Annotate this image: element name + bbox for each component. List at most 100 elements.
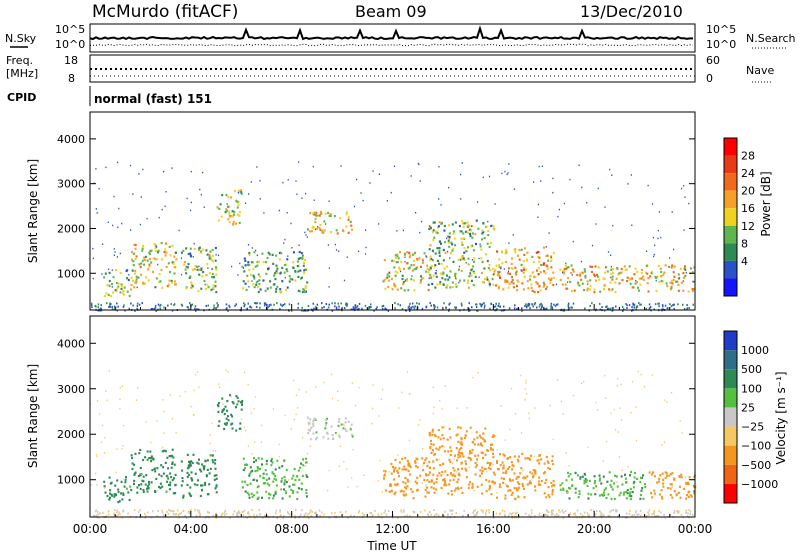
sparse-echo-point <box>193 389 195 392</box>
ground-scatter-point <box>468 302 470 305</box>
echo-point <box>480 248 483 251</box>
echo-point <box>469 235 472 238</box>
echo-point <box>581 475 584 478</box>
sparse-echo-point <box>369 182 371 184</box>
echo-point <box>147 268 150 271</box>
echo-point <box>171 448 174 451</box>
echo-point <box>442 259 445 262</box>
ground-scatter-point <box>633 306 635 309</box>
echo-point <box>250 470 253 474</box>
echo-point <box>165 251 168 254</box>
echo-point <box>516 284 518 287</box>
sparse-echo-point <box>119 398 121 401</box>
echo-point <box>428 269 431 272</box>
sparse-echo-point <box>419 180 421 182</box>
ground-scatter-point <box>607 307 610 310</box>
echo-point <box>198 458 200 461</box>
sparse-echo-point <box>487 220 489 223</box>
echo-point <box>347 218 350 221</box>
echo-point <box>547 277 550 280</box>
echo-point <box>529 274 532 277</box>
echo-point <box>455 278 458 281</box>
echo-point <box>299 257 302 260</box>
echo-point <box>247 261 250 264</box>
echo-point <box>139 448 142 452</box>
echo-point <box>407 480 410 483</box>
echo-point <box>459 279 461 282</box>
ground-scatter-point <box>173 303 176 306</box>
ground-scatter-point <box>196 509 199 512</box>
echo-point <box>536 282 539 285</box>
echo-point <box>241 480 244 483</box>
sparse-echo-point <box>383 470 385 473</box>
echo-point <box>577 281 580 284</box>
echo-point <box>130 276 133 279</box>
echo-point <box>274 474 277 477</box>
echo-point <box>172 456 175 459</box>
echo-point <box>214 459 217 462</box>
echo-point <box>428 227 431 231</box>
echo-point <box>171 462 174 465</box>
echo-point <box>314 211 316 214</box>
echo-point <box>435 481 438 484</box>
echo-point <box>228 210 231 213</box>
echo-point <box>262 279 265 282</box>
sparse-echo-point <box>253 408 255 410</box>
echo-point <box>185 272 188 275</box>
sparse-echo-point <box>351 477 353 479</box>
echo-point <box>299 466 302 469</box>
echo-point <box>241 399 244 403</box>
echo-point <box>518 455 521 458</box>
ground-scatter-point <box>186 306 188 309</box>
ground-scatter-point <box>325 303 328 305</box>
echo-point <box>463 279 466 282</box>
echo-point <box>598 479 601 482</box>
ground-scatter-point <box>664 304 667 307</box>
echo-point <box>130 288 132 291</box>
echo-point <box>481 238 483 241</box>
sparse-echo-point <box>432 412 434 415</box>
sparse-echo-point <box>560 400 562 403</box>
echo-point <box>257 485 260 488</box>
ground-scatter-point <box>479 302 481 305</box>
echo-point <box>440 474 443 477</box>
echo-point <box>279 272 282 275</box>
ground-scatter-point <box>433 304 435 306</box>
sparse-echo-point <box>198 265 200 268</box>
ground-scatter-point <box>159 307 161 310</box>
echo-point <box>658 480 661 483</box>
nsky-tick-low: 10^0 <box>55 38 85 51</box>
echo-point <box>108 279 111 283</box>
echo-point <box>470 451 473 454</box>
echo-point <box>214 280 217 283</box>
echo-point <box>515 273 518 276</box>
echo-point <box>611 275 614 278</box>
ground-scatter-point <box>615 510 617 513</box>
ground-scatter-point <box>370 512 373 514</box>
echo-point <box>164 242 167 245</box>
echo-point <box>231 401 234 404</box>
echo-point <box>275 288 278 291</box>
echo-point <box>140 262 143 265</box>
echo-point <box>664 476 667 480</box>
sparse-echo-point <box>119 408 121 410</box>
ground-scatter-point <box>113 514 115 516</box>
echo-point <box>274 468 277 471</box>
ground-scatter-point <box>409 302 411 305</box>
echo-point <box>115 494 118 497</box>
sparse-echo-point <box>399 270 402 273</box>
ground-scatter-point <box>692 303 694 306</box>
echo-point <box>135 278 138 281</box>
ground-scatter-point <box>97 306 99 309</box>
ground-scatter-point <box>449 509 451 512</box>
echo-point <box>281 477 284 480</box>
echo-point <box>118 500 121 503</box>
ground-scatter-point <box>354 304 357 307</box>
echo-point <box>480 257 483 260</box>
echo-point <box>148 457 151 460</box>
echo-point <box>125 269 128 273</box>
echo-point <box>412 279 415 282</box>
echo-point <box>134 471 137 474</box>
ground-scatter-point <box>259 302 261 305</box>
echo-point <box>312 226 315 229</box>
